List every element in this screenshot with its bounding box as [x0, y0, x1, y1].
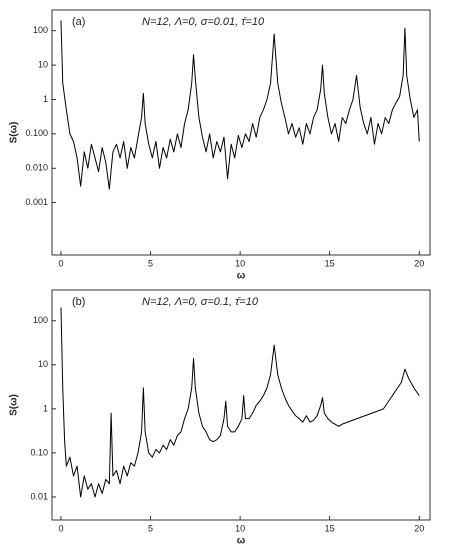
x-tick-label: 15 — [325, 258, 335, 268]
y-tick-label: 1 — [43, 94, 48, 104]
x-tick-label: 10 — [235, 523, 245, 533]
x-tick-label: 5 — [148, 258, 153, 268]
plot-frame — [51, 289, 431, 521]
y-tick-label: 10 — [38, 359, 48, 369]
y-tick-label: 100 — [33, 25, 48, 35]
x-tick-label: 0 — [58, 523, 63, 533]
series-line — [60, 20, 420, 190]
chart-title: N=12, Λ=0, σ=0.1, τ̄=10 — [142, 296, 259, 308]
y-tick-label: 0.001 — [25, 197, 48, 207]
x-axis-label: ω — [237, 271, 246, 282]
y-tick-label: 1 — [43, 403, 48, 413]
x-tick-label: 0 — [58, 258, 63, 268]
x-tick-label: 20 — [414, 258, 424, 268]
y-tick-label: 0.01 — [30, 491, 48, 501]
plot-frame — [51, 9, 431, 256]
y-tick-label: 0.100 — [25, 128, 48, 138]
y-tick-label: 100 — [33, 315, 48, 325]
series-line — [60, 307, 420, 498]
x-tick-label: 20 — [414, 523, 424, 533]
y-axis-label: S(ω) — [9, 122, 20, 144]
chart-title: N=12, Λ=0, σ=0.01, τ̄=10 — [142, 16, 265, 28]
x-tick-label: 10 — [235, 258, 245, 268]
panel-label: (b) — [72, 296, 85, 308]
y-tick-label: 0.10 — [30, 447, 48, 457]
panel-label: (a) — [72, 16, 85, 28]
y-tick-label: 10 — [38, 59, 48, 69]
y-axis-label: S(ω) — [9, 394, 20, 416]
x-axis-label: ω — [237, 536, 246, 547]
y-tick-label: 0.010 — [25, 163, 48, 173]
x-tick-label: 15 — [325, 523, 335, 533]
x-tick-label: 5 — [148, 523, 153, 533]
